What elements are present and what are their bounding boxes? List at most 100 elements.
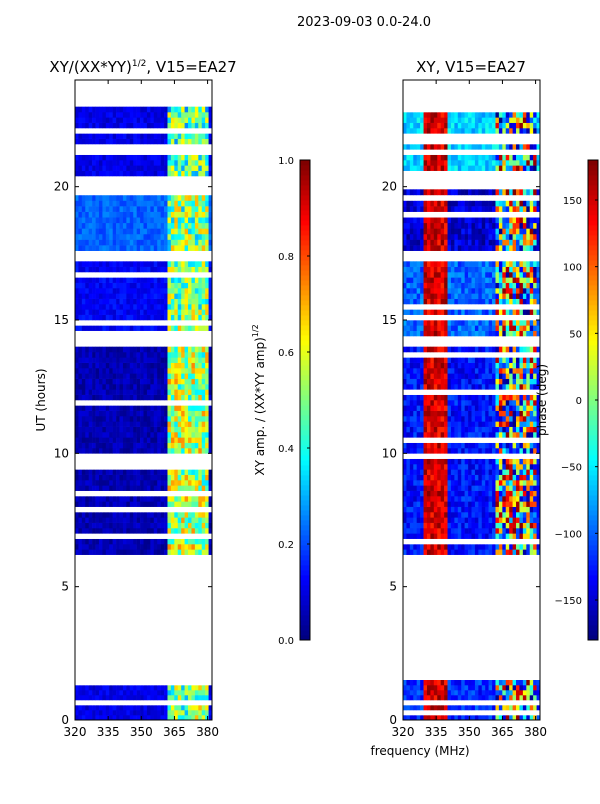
heatmap-cell — [185, 325, 189, 331]
heatmap-cell — [109, 549, 113, 555]
heatmap-cell — [113, 149, 117, 155]
heatmap-cell — [427, 512, 431, 518]
heatmap-cell — [205, 217, 209, 223]
heatmap-cell — [516, 695, 520, 700]
heatmap-cell — [85, 277, 89, 283]
heatmap-cell — [99, 117, 103, 123]
heatmap-cell — [133, 139, 137, 145]
heatmap-cell — [188, 523, 192, 529]
heatmap-cell — [454, 695, 458, 700]
heatmap-cell — [120, 405, 124, 411]
heatmap-cell — [116, 217, 120, 223]
heatmap-cell — [420, 690, 424, 695]
heatmap-cell — [164, 128, 168, 134]
heatmap-cell — [468, 475, 472, 481]
heatmap-cell — [85, 299, 89, 305]
heatmap-cell — [102, 464, 106, 470]
heatmap-cell — [516, 405, 520, 411]
heatmap-cell — [174, 206, 178, 212]
heatmap-cell — [499, 421, 503, 427]
heatmap-cell — [171, 320, 175, 326]
colorbar-segment — [300, 605, 310, 610]
heatmap-cell — [109, 421, 113, 427]
heatmap-cell — [178, 234, 182, 240]
heatmap-cell — [154, 539, 158, 545]
heatmap-cell — [434, 496, 438, 502]
heatmap-cell — [92, 288, 96, 294]
heatmap-cell — [458, 496, 462, 502]
heatmap-cell — [181, 267, 185, 273]
heatmap-cell — [424, 416, 428, 422]
heatmap-cell — [430, 507, 434, 513]
heatmap-cell — [130, 421, 134, 427]
heatmap-cell — [75, 690, 79, 695]
heatmap-cell — [96, 411, 100, 417]
heatmap-cell — [78, 549, 82, 555]
heatmap-cell — [489, 485, 493, 491]
heatmap-cell — [188, 512, 192, 518]
heatmap-cell — [157, 117, 161, 123]
heatmap-cell — [458, 705, 462, 710]
heatmap-cell — [410, 501, 414, 507]
heatmap-cell — [420, 544, 424, 550]
heatmap-cell — [506, 416, 510, 422]
heatmap-cell — [164, 228, 168, 234]
heatmap-cell — [144, 117, 148, 123]
heatmap-cell — [519, 539, 523, 545]
heatmap-cell — [178, 443, 182, 449]
heatmap-cell — [461, 464, 465, 470]
heatmap-cell — [161, 685, 165, 690]
heatmap-cell — [441, 464, 445, 470]
heatmap-cell — [113, 389, 117, 395]
heatmap-cell — [191, 123, 195, 129]
heatmap-cell — [191, 304, 195, 310]
heatmap-cell — [96, 228, 100, 234]
heatmap-cell — [116, 690, 120, 695]
heatmap-cell — [205, 123, 209, 129]
heatmap-cell — [120, 245, 124, 251]
heatmap-cell — [178, 528, 182, 534]
colorbar-segment — [300, 395, 310, 400]
heatmap-cell — [458, 695, 462, 700]
heatmap-cell — [465, 443, 469, 449]
heatmap-cell — [434, 549, 438, 555]
heatmap-cell — [78, 405, 82, 411]
heatmap-cell — [109, 379, 113, 385]
heatmap-cell — [420, 549, 424, 555]
heatmap-cell — [530, 680, 534, 685]
heatmap-cell — [75, 459, 79, 465]
heatmap-cell — [430, 512, 434, 518]
colorbar-segment — [300, 365, 310, 370]
heatmap-cell — [102, 315, 106, 321]
heatmap-cell — [202, 384, 206, 390]
heatmap-cell — [406, 549, 410, 555]
heatmap-cell — [82, 501, 86, 507]
heatmap-cell — [92, 352, 96, 358]
heatmap-cell — [164, 357, 168, 363]
heatmap-cell — [195, 331, 199, 337]
heatmap-cell — [116, 206, 120, 212]
heatmap-cell — [167, 443, 171, 449]
heatmap-cell — [92, 272, 96, 278]
heatmap-cell — [126, 272, 130, 278]
heatmap-cell — [161, 448, 165, 454]
heatmap-cell — [102, 240, 106, 246]
heatmap-cell — [164, 171, 168, 177]
heatmap-cell — [185, 485, 189, 491]
heatmap-cell — [144, 416, 148, 422]
heatmap-cell — [178, 501, 182, 507]
heatmap-cell — [147, 512, 151, 518]
heatmap-cell — [113, 427, 117, 433]
heatmap-cell — [181, 212, 185, 218]
heatmap-cell — [185, 549, 189, 555]
heatmap-cell — [188, 464, 192, 470]
heatmap-cell — [140, 427, 144, 433]
heatmap-cell — [178, 357, 182, 363]
heatmap-cell — [475, 512, 479, 518]
heatmap-cell — [185, 272, 189, 278]
heatmap-cell — [178, 485, 182, 491]
heatmap-cell — [99, 496, 103, 502]
heatmap-cell — [92, 309, 96, 315]
heatmap-cell — [85, 491, 89, 497]
heatmap-cell — [475, 405, 479, 411]
